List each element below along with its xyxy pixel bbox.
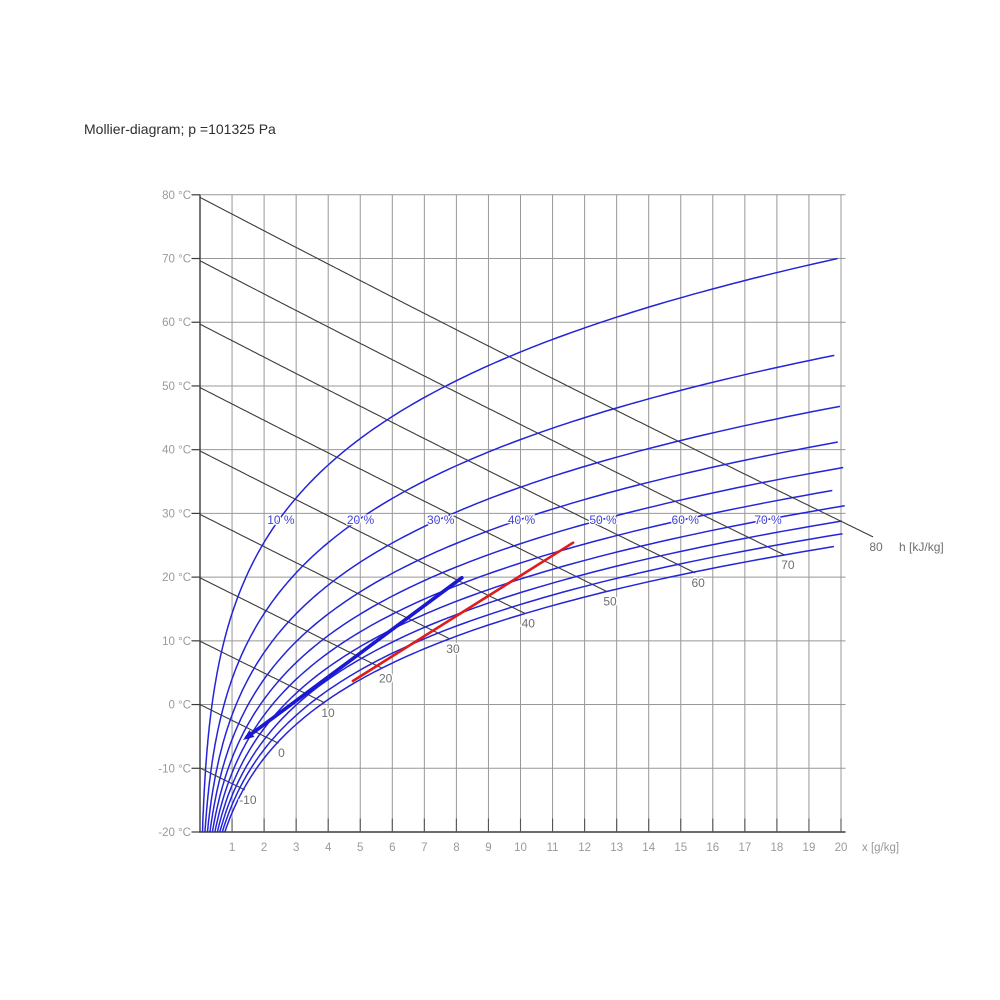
enthalpy-line--10 bbox=[199, 767, 246, 791]
x-tick-label-15: 15 bbox=[674, 842, 687, 854]
enthalpy-label--10: -10 bbox=[239, 793, 257, 807]
rh-curve-20 bbox=[204, 354, 835, 833]
x-tick-label-18: 18 bbox=[771, 842, 784, 854]
y-tick-label-80: 80 °C bbox=[162, 190, 191, 202]
enthalpy-label-70: 70 bbox=[781, 558, 795, 572]
enthalpy-line-20 bbox=[199, 577, 383, 669]
rh-curve-80 bbox=[219, 520, 842, 833]
enthalpy-line-60 bbox=[199, 323, 696, 574]
x-tick-label-1: 1 bbox=[229, 842, 235, 854]
enthalpy-label-30: 30 bbox=[446, 642, 460, 656]
rh-label-60: 60 % bbox=[672, 513, 700, 527]
y-tick-label-20: 20 °C bbox=[162, 572, 191, 584]
enthalpy-line-40 bbox=[199, 450, 526, 615]
enthalpy-label-40: 40 bbox=[522, 617, 536, 631]
rh-label-20: 20 % bbox=[347, 513, 375, 527]
y-tick-label-40: 40 °C bbox=[162, 445, 191, 457]
enthalpy-lines bbox=[199, 196, 874, 791]
rh-label-30: 30 % bbox=[427, 513, 455, 527]
enthalpy-line-80 bbox=[199, 196, 874, 538]
process-line-blue-arrowhead bbox=[243, 730, 255, 740]
y-tick-label--20: -20 °C bbox=[158, 827, 191, 839]
y-tick-label-60: 60 °C bbox=[162, 317, 191, 329]
x-tick-label-9: 9 bbox=[485, 842, 491, 854]
x-tick-label-16: 16 bbox=[706, 842, 719, 854]
rh-curve-40 bbox=[209, 441, 838, 833]
chart-title: Mollier-diagram; p =101325 Pa bbox=[84, 121, 276, 137]
x-tick-label-12: 12 bbox=[578, 842, 591, 854]
rh-label-40: 40 % bbox=[508, 513, 536, 527]
x-tick-label-4: 4 bbox=[325, 842, 332, 854]
rh-curve-60 bbox=[214, 489, 833, 833]
x-tick-label-19: 19 bbox=[803, 842, 816, 854]
x-tick-label-7: 7 bbox=[421, 842, 427, 854]
y-tick-label-10: 10 °C bbox=[162, 636, 191, 648]
x-tick-label-6: 6 bbox=[389, 842, 395, 854]
rh-labels: 10 % 20 % 30 % 40 % 50 % 60 % 70 % bbox=[266, 512, 783, 529]
y-tick-label-30: 30 °C bbox=[162, 508, 191, 520]
x-tick-label-13: 13 bbox=[610, 842, 623, 854]
enthalpy-label-60: 60 bbox=[691, 576, 705, 590]
process-line-blue bbox=[245, 575, 464, 739]
x-tick-label-5: 5 bbox=[357, 842, 363, 854]
rh-curve-90 bbox=[221, 533, 843, 833]
enthalpy-label-80: 80 bbox=[869, 540, 883, 554]
rh-curve-10 bbox=[201, 257, 838, 833]
x-tick-label-3: 3 bbox=[293, 842, 299, 854]
enthalpy-label-0: 0 bbox=[278, 746, 285, 760]
rh-label-50: 50 % bbox=[589, 513, 617, 527]
rh-curve-50 bbox=[211, 466, 844, 833]
process-lines bbox=[243, 541, 575, 740]
enthalpy-line-70 bbox=[199, 260, 786, 556]
axis-labels: 80 °C70 °C60 °C50 °C40 °C30 °C20 °C10 °C… bbox=[158, 190, 899, 854]
x-tick-label-14: 14 bbox=[642, 842, 655, 854]
enthalpy-labels: -10 0 10 20 30 40 50 60 70 80 h [kJ/kg] bbox=[238, 538, 944, 808]
y-tick-label-70: 70 °C bbox=[162, 254, 191, 266]
rh-curve-100 bbox=[224, 545, 835, 833]
x-tick-label-17: 17 bbox=[738, 842, 751, 854]
x-tick-label-10: 10 bbox=[514, 842, 527, 854]
x-tick-label-20: 20 bbox=[835, 842, 848, 854]
rh-label-70: 70 % bbox=[754, 513, 782, 527]
rh-curve-30 bbox=[206, 405, 841, 833]
rh-curves bbox=[201, 257, 845, 833]
axes bbox=[191, 194, 846, 833]
process-line-red bbox=[351, 541, 575, 683]
enthalpy-line-50 bbox=[199, 387, 608, 593]
rh-curve-70 bbox=[216, 505, 845, 833]
enthalpy-label-20: 20 bbox=[379, 672, 393, 686]
y-tick-label-0: 0 °C bbox=[169, 700, 192, 712]
enthalpy-unit-label: h [kJ/kg] bbox=[899, 540, 944, 554]
x-tick-label-11: 11 bbox=[547, 842, 559, 854]
y-tick-label-50: 50 °C bbox=[162, 381, 191, 393]
enthalpy-label-10: 10 bbox=[321, 706, 335, 720]
x-tick-label-2: 2 bbox=[261, 842, 267, 854]
rh-label-10: 10 % bbox=[267, 513, 295, 527]
x-tick-label-8: 8 bbox=[453, 842, 459, 854]
enthalpy-label-50: 50 bbox=[603, 595, 617, 609]
x-axis-title: x [g/kg] bbox=[862, 842, 899, 854]
y-tick-label--10: -10 °C bbox=[158, 763, 191, 775]
